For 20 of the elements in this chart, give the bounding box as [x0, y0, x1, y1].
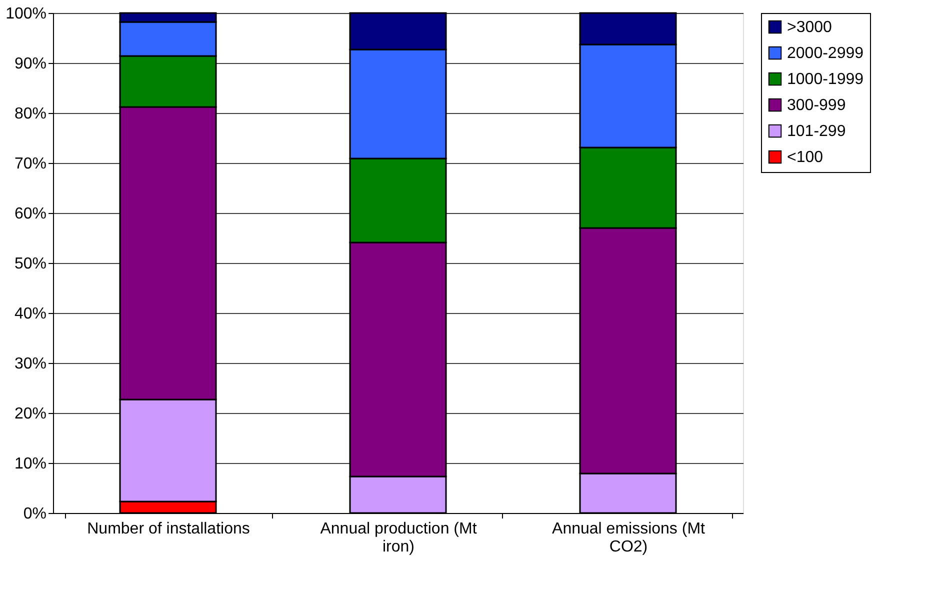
- x-tick-label: Annual emissions (Mt CO2): [552, 520, 706, 556]
- y-tick-label: 0%: [23, 506, 46, 522]
- legend-label: <100: [787, 149, 824, 166]
- x-tick-label: Annual production (Mt iron): [320, 520, 478, 556]
- y-tick-label: 40%: [14, 306, 46, 322]
- y-tick-label: 10%: [14, 456, 46, 472]
- legend-label: >3000: [787, 19, 832, 36]
- y-tick-label: 50%: [14, 256, 46, 272]
- y-tick-label: 90%: [14, 56, 46, 72]
- legend-label: 2000-2999: [787, 45, 864, 62]
- y-tick-label: 100%: [6, 6, 46, 22]
- y-tick-label: 70%: [14, 156, 46, 172]
- y-tick-label: 30%: [14, 356, 46, 372]
- y-tick-label: 20%: [14, 406, 46, 422]
- y-tick-label: 80%: [14, 106, 46, 122]
- legend-label: 300-999: [787, 97, 846, 114]
- legend-label: 101-299: [787, 123, 846, 140]
- y-tick-label: 60%: [14, 206, 46, 222]
- x-tick-label: Number of installations: [87, 520, 250, 538]
- legend-label: 1000-1999: [787, 71, 864, 88]
